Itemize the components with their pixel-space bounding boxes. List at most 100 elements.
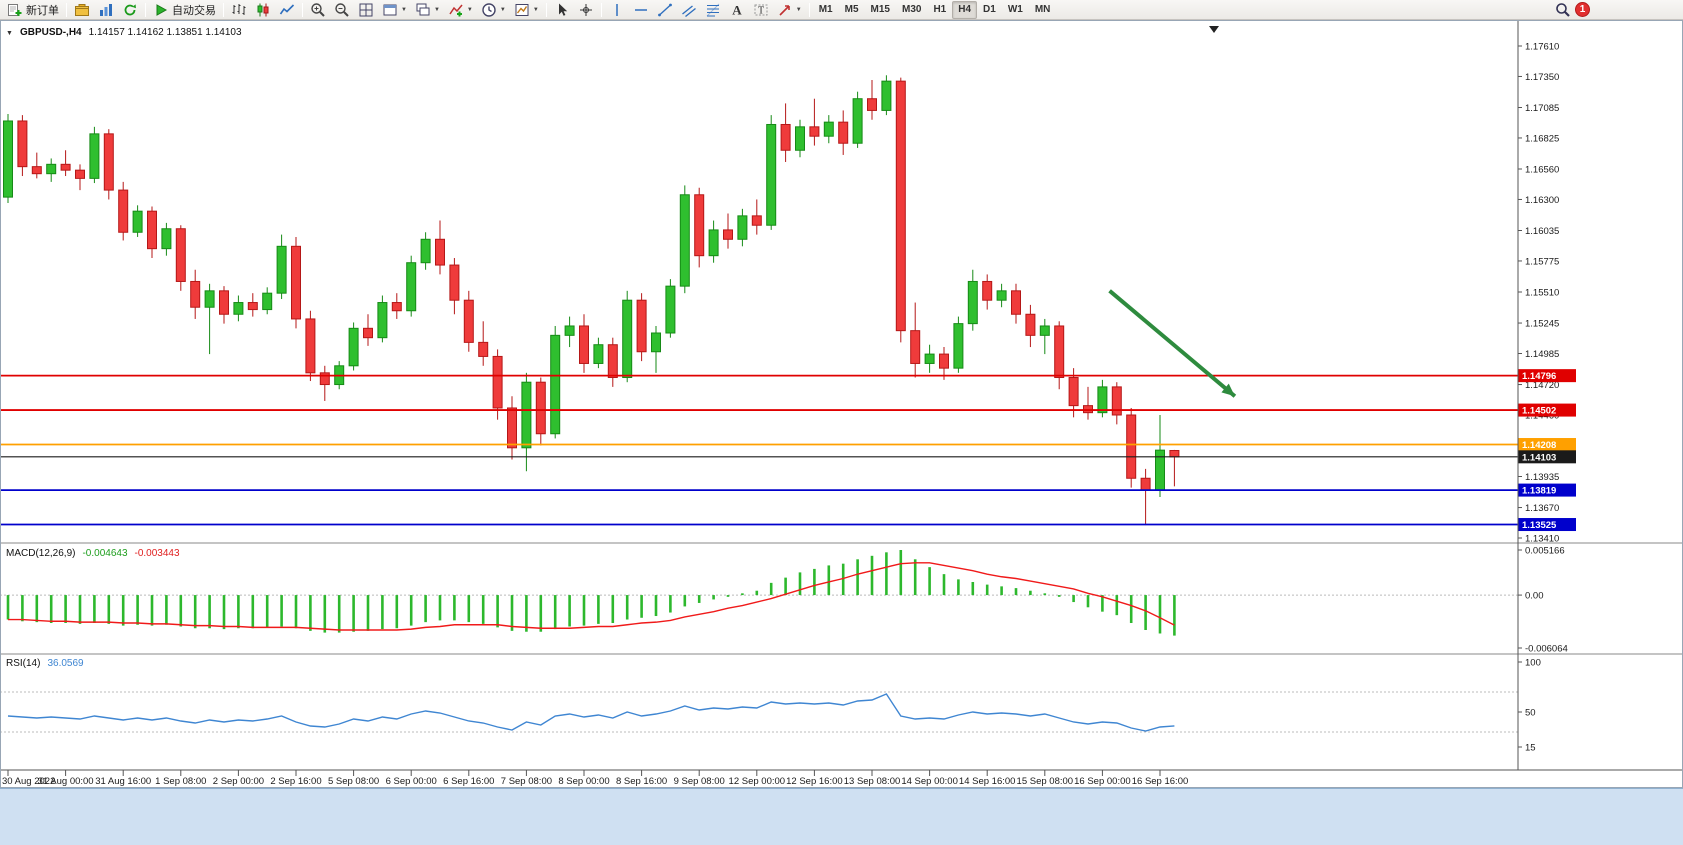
chart-shift-marker[interactable] <box>1209 26 1219 33</box>
new-order-icon <box>8 3 22 16</box>
text-label-icon: T <box>754 4 768 16</box>
vertical-line-button[interactable] <box>605 1 629 19</box>
timeframe-h4-button[interactable]: H4 <box>952 0 978 19</box>
toolbar-separator <box>66 2 67 17</box>
svg-text:T: T <box>758 5 764 16</box>
refresh-button[interactable] <box>118 1 142 19</box>
templates-button[interactable]: ▼ <box>510 1 543 19</box>
svg-text:1.13819: 1.13819 <box>1522 486 1556 497</box>
timeframe-m15-button[interactable]: M15 <box>865 1 896 19</box>
rsi-value: 36.0569 <box>47 658 84 669</box>
text-button[interactable]: A <box>725 1 749 19</box>
tile-windows-button[interactable] <box>354 1 378 19</box>
trendline-button[interactable] <box>653 1 677 19</box>
fibonacci-button[interactable] <box>701 1 725 19</box>
toolbar-separator <box>545 2 547 17</box>
chart-menu-icon[interactable]: ▼ <box>6 30 13 37</box>
svg-text:6 Sep 16:00: 6 Sep 16:00 <box>443 776 494 787</box>
dropdown-caret-icon: ▼ <box>466 6 473 13</box>
svg-text:1.14208: 1.14208 <box>1522 440 1556 451</box>
svg-text:0.005166: 0.005166 <box>1525 546 1565 557</box>
svg-text:16 Sep 00:00: 16 Sep 00:00 <box>1074 776 1131 787</box>
candlestick-chart-icon <box>257 3 269 16</box>
toolbar-separator <box>223 2 224 17</box>
candles <box>3 75 1180 526</box>
svg-text:9 Sep 08:00: 9 Sep 08:00 <box>674 776 725 787</box>
indicators-button[interactable]: ▼ <box>444 1 477 19</box>
svg-text:1.14720: 1.14720 <box>1525 380 1559 391</box>
fibonacci-icon <box>706 3 720 16</box>
arrows-button[interactable]: ▼ <box>773 1 806 19</box>
profiles-button[interactable] <box>70 1 94 19</box>
new-order-button[interactable]: 新订单 <box>3 1 63 19</box>
timeframe-h1-button[interactable]: H1 <box>927 1 952 19</box>
workspace-background <box>0 788 1683 845</box>
refresh-icon <box>124 3 136 15</box>
trend-arrow[interactable] <box>1108 289 1237 398</box>
svg-text:31 Aug 16:00: 31 Aug 16:00 <box>95 776 151 787</box>
timeframe-m1-button[interactable]: M1 <box>813 1 839 19</box>
svg-text:1.16825: 1.16825 <box>1525 133 1559 144</box>
svg-text:5 Sep 08:00: 5 Sep 08:00 <box>328 776 379 787</box>
svg-text:1.15245: 1.15245 <box>1525 319 1559 330</box>
toolbar-separator <box>808 2 810 17</box>
indicators-icon <box>449 4 463 16</box>
market-watch-button[interactable] <box>94 1 118 19</box>
notification-badge[interactable]: 1 <box>1575 2 1590 17</box>
svg-text:1.13935: 1.13935 <box>1525 472 1559 483</box>
search-button[interactable] <box>1551 1 1575 19</box>
chart-canvas[interactable]: 1.17610 1.17350 1.17085 1.16825 1.16560 1.163… <box>0 20 1683 788</box>
macd-main-value: -0.004643 <box>82 548 128 559</box>
equidistant-channel-button[interactable] <box>677 1 701 19</box>
svg-text:100: 100 <box>1525 658 1541 669</box>
svg-text:15 Sep 08:00: 15 Sep 08:00 <box>1017 776 1074 787</box>
timeframe-m5-button[interactable]: M5 <box>839 1 865 19</box>
chart-ohlc-values: 1.14157 1.14162 1.13851 1.14103 <box>88 27 242 38</box>
horizontal-line-icon <box>634 8 647 11</box>
candlestick-chart-button[interactable] <box>251 1 275 19</box>
zoom-in-icon <box>311 2 325 17</box>
line-chart-button[interactable] <box>275 1 299 19</box>
price-axis[interactable]: 1.17610 1.17350 1.17085 1.16825 1.16560 1.163… <box>1518 42 1559 545</box>
cursor-button[interactable] <box>550 1 574 19</box>
timeframe-mn-button[interactable]: MN <box>1029 1 1057 19</box>
bar-chart-icon <box>232 3 246 15</box>
svg-text:1.14985: 1.14985 <box>1525 349 1559 360</box>
rsi-label: RSI(14) <box>6 658 41 669</box>
periods-button[interactable]: ▼ <box>477 1 510 19</box>
zoom-out-icon <box>335 2 349 17</box>
svg-text:7 Sep 08:00: 7 Sep 08:00 <box>501 776 552 787</box>
text-label-button[interactable]: T <box>749 1 773 19</box>
timeframe-w1-button[interactable]: W1 <box>1002 1 1029 19</box>
bar-chart-button[interactable] <box>227 1 251 19</box>
arrange-windows-button[interactable]: ▼ <box>378 1 411 19</box>
svg-text:1.13525: 1.13525 <box>1522 520 1557 531</box>
auto-trading-button[interactable]: 自动交易 <box>149 1 220 19</box>
svg-text:1.14796: 1.14796 <box>1522 371 1556 382</box>
horizontal-line-button[interactable] <box>629 1 653 19</box>
svg-text:0.00: 0.00 <box>1525 591 1544 602</box>
svg-text:1 Sep 08:00: 1 Sep 08:00 <box>155 776 206 787</box>
chart-symbol-period: GBPUSD-,H4 <box>19 27 82 38</box>
svg-text:30 Aug 2022: 30 Aug 2022 <box>2 776 55 787</box>
profiles-icon <box>75 3 89 16</box>
periods-clock-icon <box>482 2 496 17</box>
macd-label: MACD(12,26,9) <box>6 548 76 559</box>
search-icon <box>1556 2 1570 17</box>
timeframe-m30-button[interactable]: M30 <box>896 1 927 19</box>
svg-text:50: 50 <box>1525 708 1536 719</box>
timeframe-group: M1 M5 M15 M30 H1 H4 D1 W1 MN <box>813 0 1057 19</box>
crosshair-button[interactable] <box>574 1 598 19</box>
zoom-in-button[interactable] <box>306 1 330 19</box>
timeframe-d1-button[interactable]: D1 <box>977 1 1002 19</box>
zoom-out-button[interactable] <box>330 1 354 19</box>
cascade-windows-button[interactable]: ▼ <box>411 1 444 19</box>
svg-text:2 Sep 16:00: 2 Sep 16:00 <box>270 776 321 787</box>
svg-text:1.14502: 1.14502 <box>1522 406 1556 417</box>
dropdown-caret-icon: ▼ <box>499 6 506 13</box>
chart-window[interactable]: 1.17610 1.17350 1.17085 1.16825 1.16560 1.163… <box>0 20 1683 788</box>
svg-text:1.15775: 1.15775 <box>1525 256 1559 267</box>
dropdown-caret-icon: ▼ <box>795 6 802 13</box>
